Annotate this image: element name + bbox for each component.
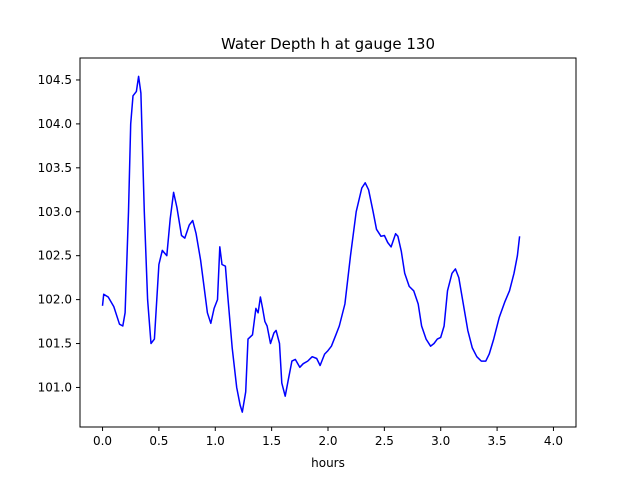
y-axis: 101.0 101.5 102.0 102.5 103.0 103.5 104.0 104.5: [38, 73, 80, 394]
x-tick-label: 3.0: [431, 434, 450, 448]
y-tick-label: 103.5: [38, 161, 72, 175]
x-axis: 0.0 0.5 1.0 1.5 2.0 2.5 3.0 3.5 4.0: [93, 427, 563, 448]
x-tick-label: 1.0: [206, 434, 225, 448]
y-tick-label: 104.0: [38, 117, 72, 131]
x-tick-label: 2.0: [318, 434, 337, 448]
x-tick-label: 3.5: [488, 434, 507, 448]
y-tick-label: 102.0: [38, 293, 72, 307]
y-tick-label: 102.5: [38, 249, 72, 263]
series-line-0: [101, 75, 521, 413]
x-tick-label: 0.5: [149, 434, 168, 448]
x-tick-label: 2.5: [375, 434, 394, 448]
y-tick-label: 104.5: [38, 73, 72, 87]
y-tick-label: 101.5: [38, 337, 72, 351]
x-tick-label: 0.0: [93, 434, 112, 448]
chart-title: Water Depth h at gauge 130: [221, 35, 435, 53]
plot-area: [101, 75, 521, 413]
y-tick-label: 101.0: [38, 380, 72, 394]
x-axis-label: hours: [311, 456, 345, 470]
y-tick-label: 103.0: [38, 205, 72, 219]
x-tick-label: 4.0: [544, 434, 563, 448]
x-tick-label: 1.5: [262, 434, 281, 448]
axes-frame: [79, 57, 577, 428]
